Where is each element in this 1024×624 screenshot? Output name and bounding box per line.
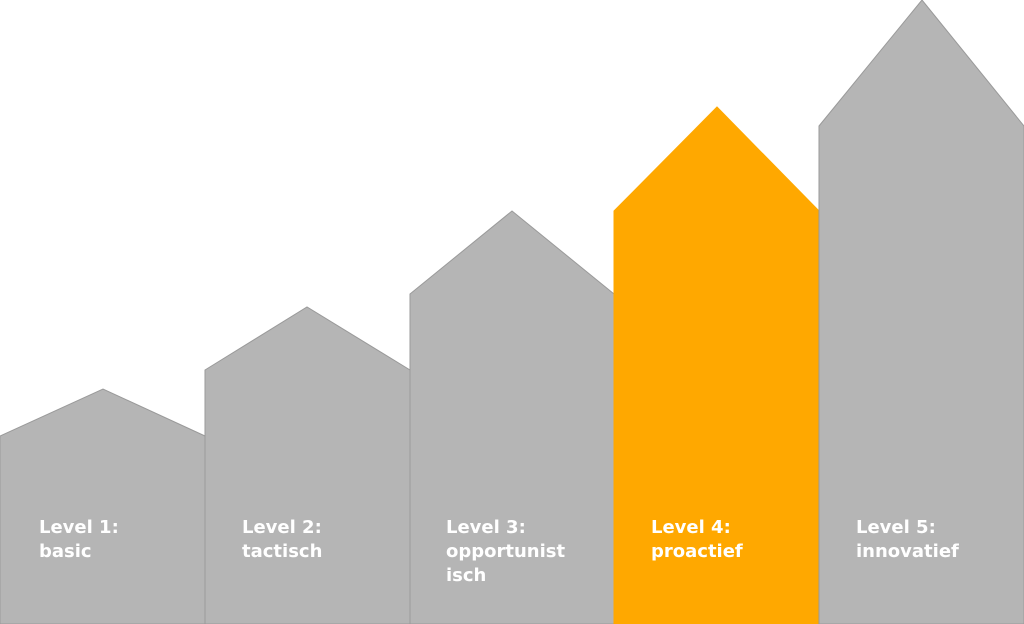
house-level-2: [204, 306, 411, 624]
level-1-label: Level 1: basic: [39, 517, 119, 562]
level-5-label: Level 5: innovatief: [856, 517, 959, 562]
house-level-1: [0, 388, 206, 624]
level-4-label: Level 4: proactief: [651, 517, 743, 562]
house-level-5: [818, 0, 1024, 624]
level-2-label: Level 2: tactisch: [242, 517, 323, 562]
level-3-label: Level 3: opportunist isch: [446, 517, 566, 586]
